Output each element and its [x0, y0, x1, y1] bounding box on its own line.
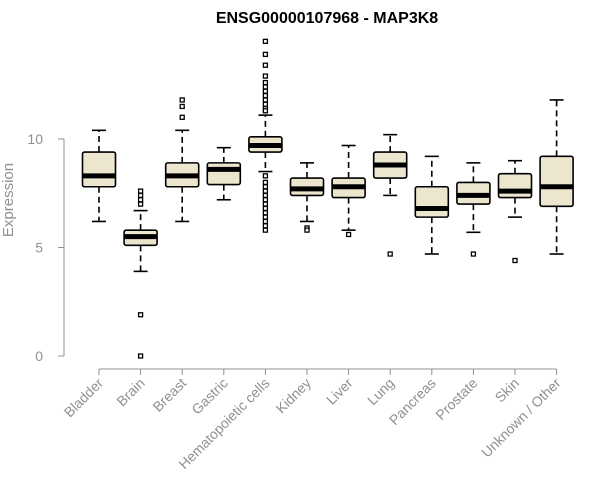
outlier-point — [262, 173, 269, 179]
x-tick-label: Skin — [492, 375, 523, 406]
outlier-point — [262, 184, 269, 190]
outlier-point — [262, 97, 269, 103]
outlier-point — [262, 218, 269, 225]
box-group — [539, 99, 574, 255]
y-tick-label: 5 — [35, 240, 43, 256]
outlier-point — [179, 114, 185, 120]
box-group — [248, 38, 283, 233]
outlier-point — [304, 227, 310, 233]
outlier-point — [512, 257, 518, 264]
outlier-point — [387, 251, 393, 257]
outlier-point — [262, 210, 269, 216]
outlier-point — [262, 79, 269, 86]
outlier-point — [262, 192, 269, 199]
outlier-point — [262, 88, 269, 94]
outlier-point — [262, 84, 269, 90]
box-group — [123, 188, 158, 359]
x-tick-label: Unknown / Other — [478, 375, 564, 461]
outlier-point — [179, 97, 185, 103]
box-group — [81, 129, 117, 223]
outlier-point — [262, 101, 269, 107]
x-tick-label: Prostate — [432, 375, 480, 423]
x-tick-label: Lung — [364, 375, 397, 408]
y-tick-label: 0 — [35, 348, 43, 364]
outlier-point — [262, 51, 269, 58]
box-group — [331, 144, 366, 238]
x-tick-label: Liver — [323, 375, 356, 408]
outlier-point — [470, 251, 477, 257]
outlier-point — [262, 188, 269, 194]
chart-title: ENSG00000107968 - MAP3K8 — [216, 10, 438, 27]
outlier-point — [262, 197, 269, 203]
outlier-point — [262, 62, 269, 68]
x-tick-label: Bladder — [61, 375, 107, 421]
box-group — [414, 155, 450, 255]
outlier-point — [262, 108, 269, 114]
x-tick-label: Kidney — [273, 375, 315, 417]
outlier-point — [262, 73, 269, 79]
outlier-point — [262, 201, 269, 207]
outlier-point — [137, 201, 144, 207]
outlier-point — [262, 227, 269, 233]
outlier-point — [345, 231, 352, 238]
box — [539, 155, 574, 208]
box-group — [206, 146, 242, 201]
outlier-point — [137, 353, 144, 359]
box — [206, 162, 242, 186]
outlier-point — [262, 223, 269, 229]
outlier-point — [137, 197, 144, 203]
box — [81, 151, 117, 188]
outlier-point — [262, 38, 269, 44]
box-group — [289, 162, 325, 233]
box-group — [497, 159, 533, 264]
outlier-point — [137, 192, 144, 199]
outlier-point — [262, 92, 269, 99]
box — [497, 172, 533, 199]
outlier-point — [262, 214, 269, 220]
x-tick-label: Brain — [113, 375, 147, 409]
y-tick-label: 10 — [27, 131, 43, 147]
outlier-point — [137, 188, 144, 194]
box-group — [456, 162, 491, 257]
outlier-point — [179, 103, 185, 110]
y-axis-label: Expression — [0, 163, 17, 237]
box-group — [372, 133, 408, 257]
box-series — [81, 38, 574, 359]
box-group — [164, 97, 200, 223]
box — [414, 185, 450, 218]
outlier-point — [262, 179, 269, 186]
x-tick-label: Breast — [149, 375, 189, 415]
outlier-point — [137, 312, 144, 318]
outlier-point — [262, 205, 269, 212]
y-axis: 0 5 10 — [27, 131, 65, 364]
